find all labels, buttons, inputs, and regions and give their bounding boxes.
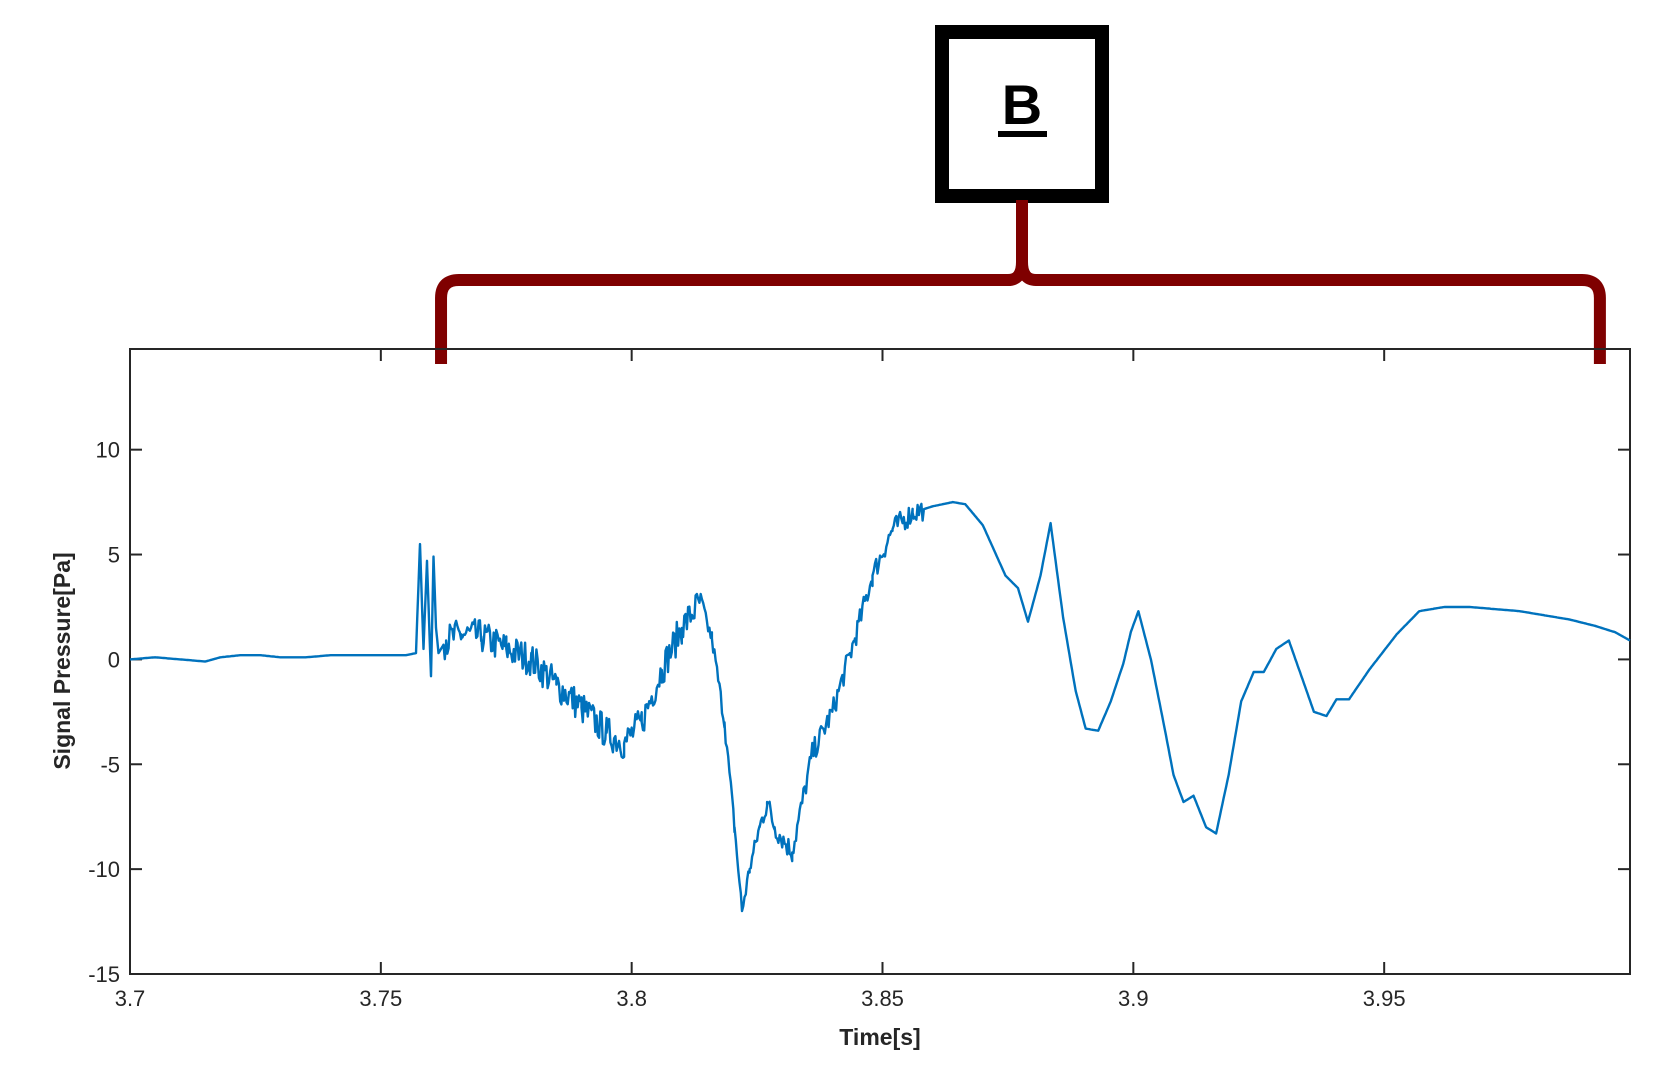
x-tick-label: 3.75 <box>359 986 402 1011</box>
annotation-brace <box>435 200 1606 364</box>
annotation-box: B <box>935 25 1109 203</box>
y-tick-label: -5 <box>100 752 120 777</box>
y-tick-label: -10 <box>88 857 120 882</box>
x-tick-label: 3.85 <box>861 986 904 1011</box>
x-tick-label: 3.7 <box>115 986 146 1011</box>
y-tick-labels: -15 -10 -5 0 5 10 <box>88 438 120 987</box>
signal-line <box>129 500 1631 913</box>
y-tick-label: -15 <box>88 962 120 987</box>
plot-area <box>129 348 1631 975</box>
y-axis-title: Signal Pressure[Pa] <box>49 552 75 769</box>
axis-ticks <box>129 349 1630 975</box>
x-axis-title: Time[s] <box>839 1024 920 1050</box>
axes-box <box>129 348 1631 975</box>
x-tick-labels: 3.7 3.75 3.8 3.85 3.9 3.95 <box>115 986 1406 1011</box>
y-tick-label: 10 <box>96 438 120 463</box>
x-tick-label: 3.9 <box>1118 986 1149 1011</box>
annotation-box-frame <box>935 25 1109 203</box>
x-tick-label: 3.8 <box>616 986 647 1011</box>
y-tick-label: 5 <box>108 543 120 568</box>
y-tick-label: 0 <box>108 647 120 672</box>
x-tick-label: 3.95 <box>1363 986 1406 1011</box>
annotation-label: B <box>1002 73 1042 136</box>
